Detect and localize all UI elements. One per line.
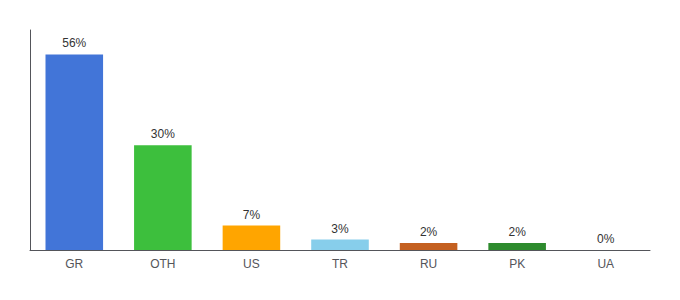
svg-text:US: US bbox=[243, 257, 260, 271]
svg-text:PK: PK bbox=[509, 257, 525, 271]
svg-text:0%: 0% bbox=[597, 232, 615, 246]
svg-text:GR: GR bbox=[65, 257, 83, 271]
svg-text:TR: TR bbox=[332, 257, 348, 271]
svg-text:2%: 2% bbox=[420, 225, 438, 239]
svg-text:UA: UA bbox=[597, 257, 614, 271]
svg-text:30%: 30% bbox=[151, 127, 175, 141]
svg-text:3%: 3% bbox=[331, 222, 349, 236]
svg-text:7%: 7% bbox=[243, 208, 261, 222]
svg-text:56%: 56% bbox=[62, 36, 86, 50]
svg-text:2%: 2% bbox=[508, 225, 526, 239]
svg-text:RU: RU bbox=[420, 257, 437, 271]
svg-text:OTH: OTH bbox=[150, 257, 175, 271]
